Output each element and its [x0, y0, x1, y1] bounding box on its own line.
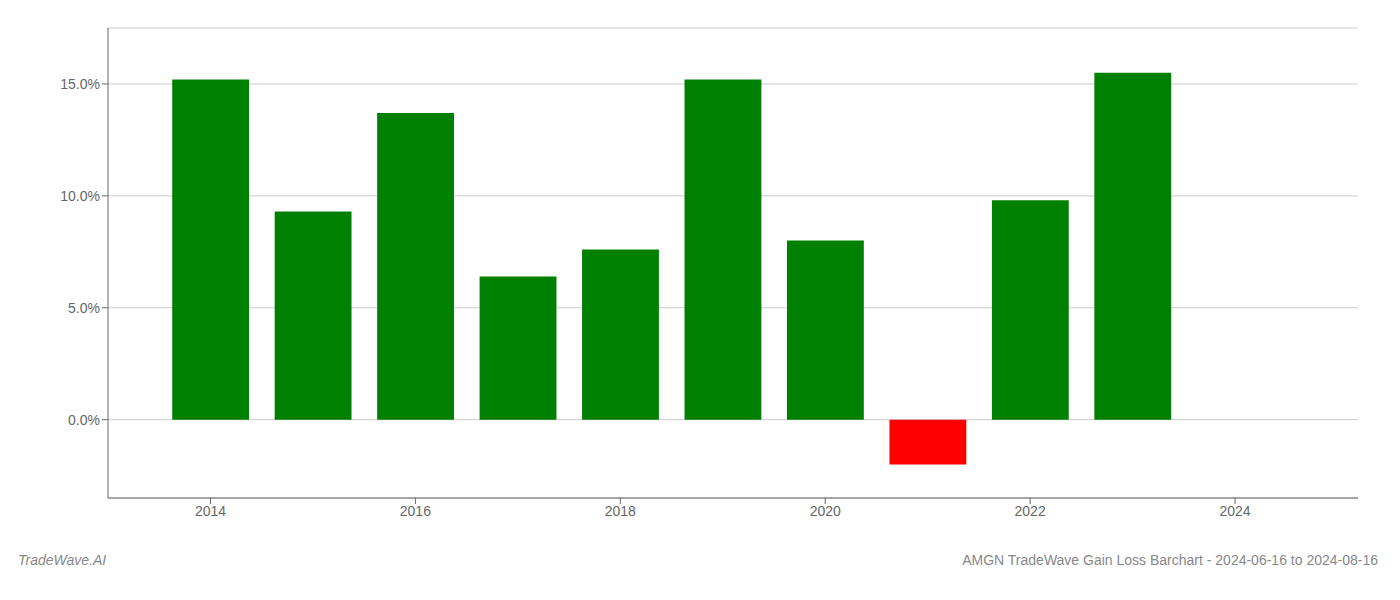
svg-text:2016: 2016 [400, 503, 431, 519]
svg-text:2020: 2020 [810, 503, 841, 519]
svg-text:2018: 2018 [605, 503, 636, 519]
html-text:AMGN TradeWave Gain Loss Barch: AMGN TradeWave Gain Loss Barchart - 2024… [962, 552, 1378, 568]
svg-text:10.0%: 10.0% [60, 188, 100, 204]
svg-text:0.0%: 0.0% [68, 412, 100, 428]
svg-text:2024: 2024 [1219, 503, 1250, 519]
svg-text:5.0%: 5.0% [68, 300, 100, 316]
svg-text:15.0%: 15.0% [60, 76, 100, 92]
html-text:TradeWave.AI: TradeWave.AI [18, 552, 107, 568]
svg-text:2022: 2022 [1015, 503, 1046, 519]
svg-text:2014: 2014 [195, 503, 226, 519]
